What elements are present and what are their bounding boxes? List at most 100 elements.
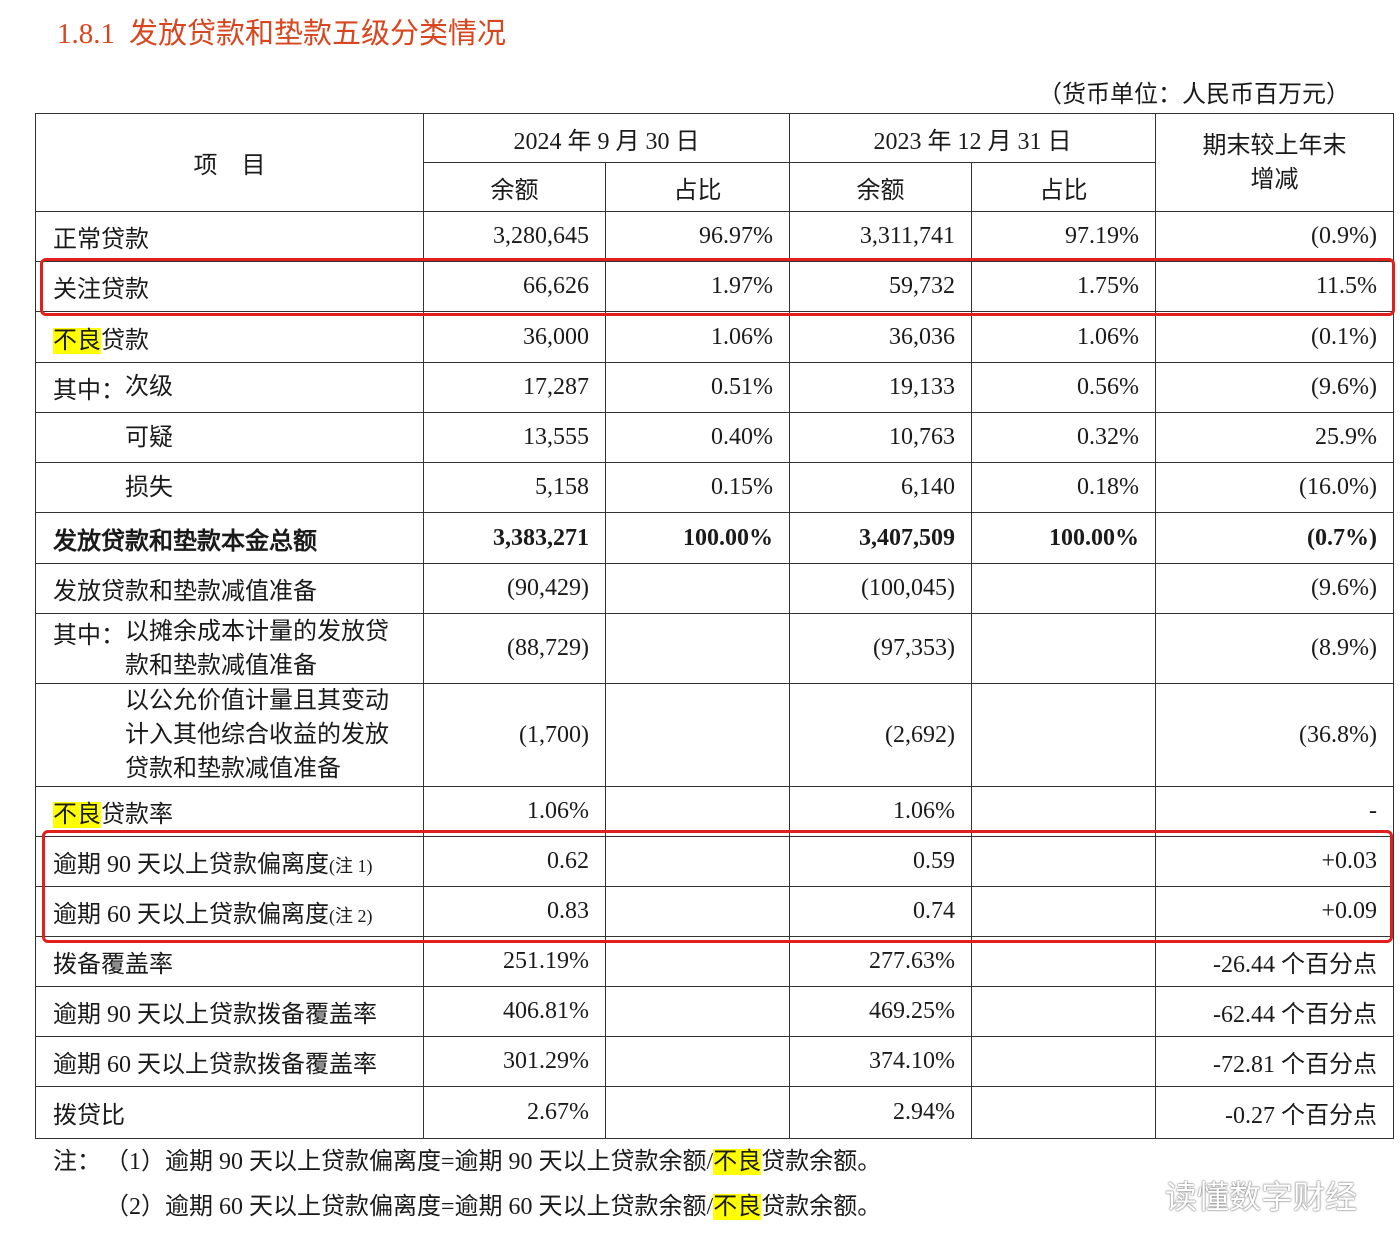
label-body: 可疑 <box>125 421 393 455</box>
cell-value: 96.97% <box>699 223 773 249</box>
cell: 97.19% <box>971 211 1156 262</box>
table-row: 逾期 60 天以上贷款偏离度(注 2) 0.83 0.74 +0.09 <box>35 886 1394 937</box>
label-prefix: 其中： <box>53 378 125 404</box>
cell: 0.15% <box>605 462 790 513</box>
title: 1.8.1 发放贷款和垫款五级分类情况 <box>57 10 506 52</box>
title-text: 发放贷款和垫款五级分类情况 <box>129 18 507 50</box>
cell-value: 0.18% <box>1077 474 1139 500</box>
cell: -62.44 个百分点 <box>1155 986 1394 1037</box>
text: 关注贷款 <box>53 277 149 303</box>
cell-value: (97,353) <box>873 635 955 661</box>
cell: 1.06% <box>789 786 972 837</box>
cell-value: 301.29% <box>503 1048 589 1074</box>
note: 注： （1）逾期 90 天以上贷款偏离度=逾期 90 天以上贷款余额/不良贷款余额… <box>53 1143 881 1188</box>
cell: (8.9%) <box>1155 613 1394 684</box>
cell <box>605 683 790 787</box>
cell-value: 1.97% <box>711 273 773 299</box>
table-row: 其中：次级 17,287 0.51% 19,133 0.56% (9.6%) <box>35 362 1394 413</box>
cell: 2.67% <box>423 1086 606 1139</box>
cell-value: 0.74 <box>913 898 955 924</box>
header-sub: 占比 <box>971 162 1156 212</box>
cell: (0.7%) <box>1155 512 1394 564</box>
text: 正常贷款 <box>53 227 149 253</box>
cell: 0.74 <box>789 886 972 937</box>
row-label: 其中：以摊余成本计量的发放贷款和垫款减值准备 <box>35 613 424 684</box>
cell <box>971 986 1156 1037</box>
cell-value: 100.00% <box>683 524 773 551</box>
cell-value: 374.10% <box>869 1048 955 1074</box>
cell: 0.62 <box>423 836 606 887</box>
notes: 注： （1）逾期 90 天以上贷款偏离度=逾期 90 天以上贷款余额/不良贷款余额… <box>53 1143 881 1233</box>
cell: 0.40% <box>605 412 790 463</box>
cell-value: 251.19% <box>503 948 589 974</box>
cell-value: 0.83 <box>547 898 589 924</box>
row-label: 损失 <box>35 462 424 513</box>
cell: -0.27 个百分点 <box>1155 1086 1394 1139</box>
cell-value: 59,732 <box>889 273 955 299</box>
cell-value: 3,383,271 <box>493 524 589 551</box>
text: 损失 <box>125 474 173 501</box>
cell: 100.00% <box>971 512 1156 564</box>
cell: -26.44 个百分点 <box>1155 936 1394 987</box>
note-prefix: 注： <box>53 1149 101 1175</box>
text: 拨贷比 <box>53 1103 125 1129</box>
cell: 1.06% <box>423 786 606 837</box>
cell: 11.5% <box>1155 261 1394 312</box>
text: 可疑 <box>125 424 173 451</box>
cell: 19,133 <box>789 362 972 413</box>
label-body: 损失 <box>125 471 393 505</box>
label-body: 以公允价值计量且其变动计入其他综合收益的发放贷款和垫款减值准备 <box>125 684 393 786</box>
text: 以公允价值计量且其变动计入其他综合收益的发放贷款和垫款减值准备 <box>125 688 389 782</box>
cell-value: 2.67% <box>527 1099 589 1125</box>
row-label: 不良贷款 <box>35 311 424 363</box>
row-label: 拨备覆盖率 <box>35 936 424 987</box>
cell <box>605 613 790 684</box>
cell: (9.6%) <box>1155 563 1394 614</box>
row-label: 发放贷款和垫款本金总额 <box>35 512 424 564</box>
highlighted-text: 不良 <box>713 1149 762 1175</box>
cell: 0.32% <box>971 412 1156 463</box>
table-row: 可疑 13,555 0.40% 10,763 0.32% 25.9% <box>35 412 1394 463</box>
note: （2）逾期 60 天以上贷款偏离度=逾期 60 天以上贷款余额/不良贷款余额。 <box>53 1188 881 1233</box>
text: (注 1) <box>329 856 373 876</box>
cell-value: 1.06% <box>893 798 955 824</box>
cell-value: 36,000 <box>523 323 589 350</box>
cell: 25.9% <box>1155 412 1394 463</box>
cell-value: (100,045) <box>861 575 955 601</box>
text: 发放贷款和垫款减值准备 <box>53 579 317 605</box>
cell-value: 0.62 <box>547 848 589 874</box>
header-change-text: 期末较上年末增减 <box>1202 132 1347 193</box>
label-body: 次级 <box>125 370 393 404</box>
cell: - <box>1155 786 1394 837</box>
cell-value: 19,133 <box>889 374 955 400</box>
cell: 6,140 <box>789 462 972 513</box>
cell: 374.10% <box>789 1036 972 1087</box>
cell: +0.09 <box>1155 886 1394 937</box>
cell: 2.94% <box>789 1086 972 1139</box>
header-row: 余额 占比 余额 占比 <box>36 162 1394 212</box>
label-prefix: 其中： <box>53 622 125 649</box>
cell: 469.25% <box>789 986 972 1037</box>
cell: 36,000 <box>423 311 606 363</box>
cell: 1.97% <box>605 261 790 312</box>
cell-value: 17,287 <box>523 374 589 400</box>
table-row: 以公允价值计量且其变动计入其他综合收益的发放贷款和垫款减值准备 (1,700) (2… <box>35 683 1394 787</box>
cell: 3,383,271 <box>423 512 606 564</box>
cell: 5,158 <box>423 462 606 513</box>
cell <box>971 836 1156 887</box>
cell-value: 0.40% <box>711 424 773 450</box>
cell-value: 11.5% <box>1315 273 1377 299</box>
watermark: 读懂数字财经 <box>1165 1178 1358 1216</box>
cell-value: -26.44 个百分点 <box>1213 952 1377 978</box>
cell: (88,729) <box>423 613 606 684</box>
cell: 17,287 <box>423 362 606 413</box>
text: （1）逾期 90 天以上贷款偏离度=逾期 90 天以上贷款余额/ <box>105 1149 714 1175</box>
row-label: 正常贷款 <box>35 211 424 262</box>
cell: 10,763 <box>789 412 972 463</box>
cell <box>971 786 1156 837</box>
cell-value: (90,429) <box>507 575 589 601</box>
cell-value: 1.06% <box>711 323 773 350</box>
table-row: 逾期 60 天以上贷款拨备覆盖率 301.29% 374.10% -72.81 个百分… <box>35 1036 1394 1087</box>
cell-value: 2.94% <box>893 1099 955 1125</box>
